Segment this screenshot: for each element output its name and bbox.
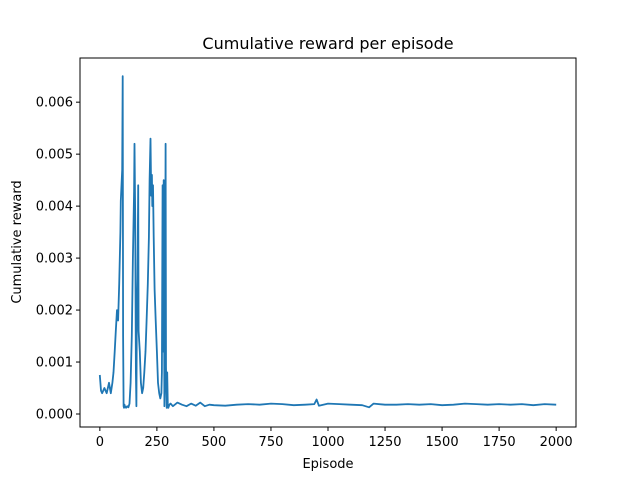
- y-tick-label: 0.001: [36, 356, 73, 371]
- chart-title: Cumulative reward per episode: [202, 34, 453, 53]
- y-tick-label: 0.005: [36, 148, 73, 163]
- x-tick-label: 1750: [483, 435, 516, 450]
- x-tick-label: 250: [144, 435, 169, 450]
- y-axis-title: Cumulative reward: [10, 180, 25, 303]
- x-tick-label: 2000: [540, 435, 573, 450]
- x-tick-label: 750: [259, 435, 284, 450]
- y-tick-label: 0.000: [36, 408, 73, 423]
- y-tick-label: 0.002: [36, 304, 73, 319]
- x-tick-label: 1250: [368, 435, 401, 450]
- series-layer: [98, 75, 557, 409]
- y-axis-ticks: 0.000 0.001 0.002 0.003 0.004 0.005 0.006: [36, 96, 80, 423]
- x-tick-label: 1000: [311, 435, 344, 450]
- series-line: [98, 75, 557, 409]
- x-axis-title: Episode: [302, 457, 353, 472]
- y-tick-label: 0.006: [36, 96, 73, 111]
- y-tick-label: 0.003: [36, 252, 73, 267]
- x-tick-label: 1500: [426, 435, 459, 450]
- x-axis-ticks: 0 250 500 750 1000 1250 1500 1750 2000: [96, 427, 573, 450]
- y-tick-label: 0.004: [36, 200, 73, 215]
- plot-frame: [79, 57, 577, 428]
- x-tick-label: 0: [96, 435, 104, 450]
- x-tick-label: 500: [202, 435, 227, 450]
